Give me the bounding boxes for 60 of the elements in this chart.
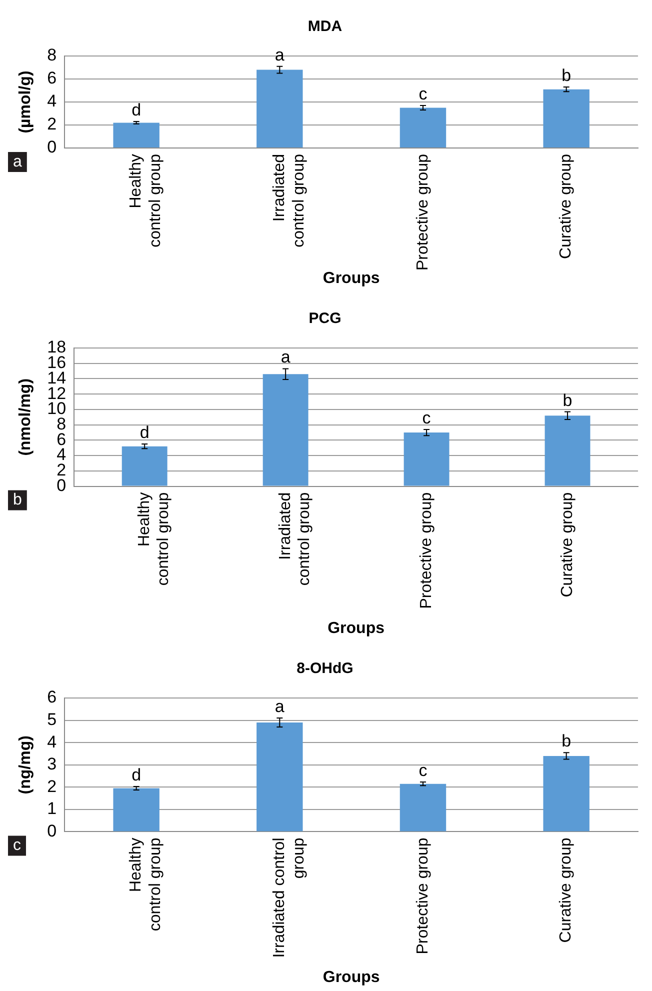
bar [400,108,446,148]
y-tick-label: 2 [47,114,57,134]
text: a [13,153,22,170]
chart-title: MDA [308,18,342,36]
bar [543,89,590,148]
text: b [13,492,22,509]
x-tick-label: Protective group [414,154,432,271]
bar [543,756,590,832]
x-tick-label: Healthy control group [128,838,164,932]
bar [256,722,303,832]
y-tick-label: 0 [47,138,57,157]
y-tick-label: 3 [47,754,57,774]
y-axis-title: (nmol/mg) [17,378,34,456]
bar [544,416,590,486]
annotation: b [562,390,572,410]
x-tick-label: Protective group [414,838,432,954]
text: c [13,837,21,854]
bar [122,446,168,486]
x-tick-label: Curative group [558,154,575,259]
annotation: d [140,423,150,442]
y-axis-title: (µmol/g) [17,70,34,134]
annotation: d [132,765,142,784]
y-tick-label: 5 [47,710,57,729]
x-tick-label: Curative group [558,492,576,598]
y-tick-label: 6 [47,68,57,88]
x-axis-title: Groups [322,270,380,287]
x-tick-label: Healthy control group [136,492,172,586]
annotation: c [418,84,428,104]
annotation: c [422,408,432,428]
bar [262,374,308,486]
y-axis-title: (ng/mg) [17,736,34,794]
y-tick-label: 4 [47,92,57,111]
chart-title: PCG [308,310,342,328]
y-tick-label: 6 [47,688,57,707]
bar [400,784,446,832]
x-tick-label: Healthy control group [128,154,164,248]
y-tick-label: 8 [47,46,57,65]
annotation: a [274,45,285,64]
x-tick-label: Irradiated control group [271,838,308,958]
annotation: b [562,732,572,751]
bar [404,432,450,486]
x-tick-label: Curative group [558,838,575,943]
x-tick-label: Irradiated control group [271,154,308,248]
chart-title: 8-OHdG [296,660,354,678]
y-tick-label: 1 [47,799,57,818]
y-tick-label: 4 [47,732,57,752]
bar [256,70,303,148]
y-tick-label: 0 [47,821,57,840]
x-tick-label: Protective group [418,492,435,609]
y-tick-label: 2 [47,776,57,796]
annotation: c [418,761,428,780]
annotation: d [132,100,142,120]
x-axis-title: Groups [328,620,385,637]
annotation: b [562,66,572,86]
x-tick-label: Irradiated control group [276,492,314,586]
annotation: a [280,348,291,367]
x-axis-title: Groups [322,968,380,986]
bar [113,122,160,148]
annotation: a [274,697,285,716]
bar [113,788,160,832]
